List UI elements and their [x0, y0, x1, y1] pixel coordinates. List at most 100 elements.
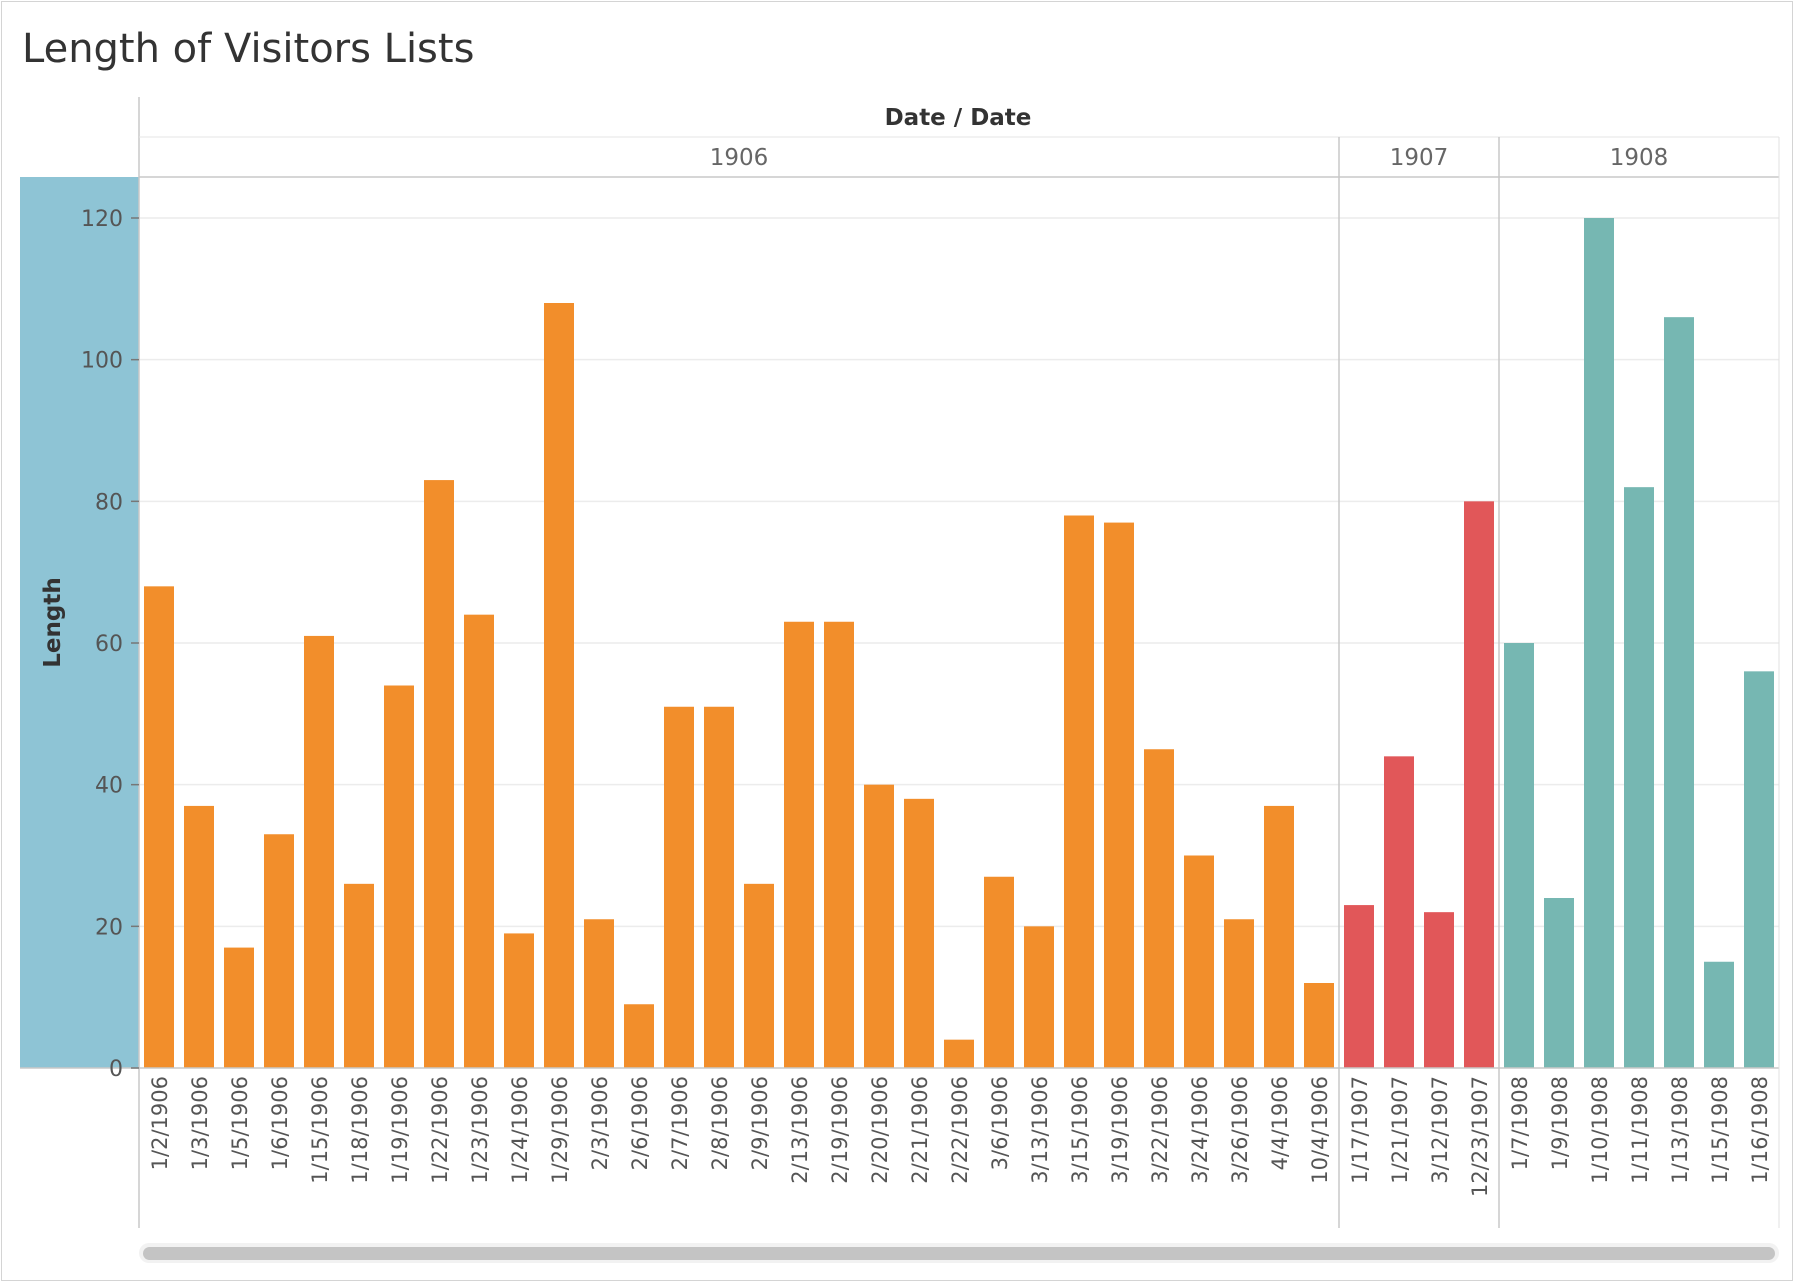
- x-tick-label: 1/19/1906: [388, 1076, 412, 1184]
- x-tick-label: 3/19/1906: [1108, 1076, 1132, 1184]
- bar: [1704, 961, 1734, 1068]
- x-tick-label: 12/23/1907: [1468, 1076, 1492, 1197]
- x-tick-label: 3/26/1906: [1228, 1076, 1252, 1184]
- bar: [944, 1039, 974, 1068]
- bar: [1384, 756, 1414, 1068]
- bar: [1344, 905, 1374, 1068]
- bar: [864, 784, 894, 1068]
- bar: [664, 706, 694, 1068]
- x-tick-label: 2/13/1906: [788, 1076, 812, 1184]
- bar: [464, 614, 494, 1068]
- chart-frame-lines: [20, 97, 1780, 1228]
- x-tick-label: 2/9/1906: [748, 1076, 772, 1170]
- bar: [304, 635, 334, 1068]
- bar: [744, 883, 774, 1068]
- x-tick-label: 1/23/1906: [468, 1076, 492, 1184]
- y-tick-label: 100: [81, 349, 123, 374]
- x-tick-label: 1/21/1907: [1388, 1076, 1412, 1184]
- year-header: 1906: [710, 145, 769, 171]
- x-tick-label: 10/4/1906: [1308, 1076, 1332, 1184]
- x-tick-label: 1/18/1906: [348, 1076, 372, 1184]
- bar: [1304, 983, 1334, 1068]
- bar: [424, 480, 454, 1068]
- x-tick-label: 1/13/1908: [1668, 1076, 1692, 1184]
- bar: [1464, 501, 1494, 1068]
- bar: [184, 805, 214, 1068]
- bar: [344, 883, 374, 1068]
- y-tick-label: 120: [81, 207, 123, 232]
- y-axis-band: Length: [20, 177, 139, 1068]
- bar: [544, 303, 574, 1068]
- x-tick-label: 2/21/1906: [908, 1076, 932, 1184]
- x-tick-label: 3/15/1906: [1068, 1076, 1092, 1184]
- bar: [1744, 671, 1774, 1068]
- x-tick-label: 3/6/1906: [988, 1076, 1012, 1170]
- y-tick-label: 40: [95, 774, 123, 799]
- x-tick-label: 2/20/1906: [868, 1076, 892, 1184]
- bar: [144, 586, 174, 1068]
- x-tick-label: 1/6/1906: [268, 1076, 292, 1170]
- y-axis-title: Length: [40, 577, 66, 667]
- y-tick-label: 60: [95, 632, 123, 657]
- bar: [584, 919, 614, 1068]
- x-tick-label: 4/4/1906: [1268, 1076, 1292, 1170]
- y-ticks: 0 20 40 60 80 100 120: [81, 207, 139, 1082]
- bar: [824, 621, 854, 1068]
- x-tick-label: 1/16/1908: [1748, 1076, 1772, 1184]
- chart-title: Length of Visitors Lists: [22, 26, 475, 72]
- x-tick-label: 1/9/1908: [1548, 1076, 1572, 1170]
- bar: [1224, 919, 1254, 1068]
- bar: [1664, 317, 1694, 1069]
- x-tick-label: 1/11/1908: [1628, 1076, 1652, 1184]
- bar: [504, 933, 534, 1068]
- bar: [1024, 926, 1054, 1068]
- bar: [1104, 522, 1134, 1068]
- y-tick-label: 20: [95, 915, 123, 940]
- y-tick-label: 80: [95, 490, 123, 515]
- column-header: Date / Date: [885, 105, 1032, 131]
- x-tick-label: 1/3/1906: [188, 1076, 212, 1170]
- scrollbar-thumb[interactable]: [143, 1247, 1775, 1260]
- bar: [264, 834, 294, 1068]
- x-tick-label: 2/8/1906: [708, 1076, 732, 1170]
- x-tick-label: 1/2/1906: [148, 1076, 172, 1170]
- x-tick-label: 2/6/1906: [628, 1076, 652, 1170]
- y-tick-label: 0: [109, 1057, 123, 1082]
- bar: [784, 621, 814, 1068]
- x-tick-label: 1/24/1906: [508, 1076, 532, 1184]
- x-tick-label: 2/22/1906: [948, 1076, 972, 1184]
- year-header: 1908: [1610, 145, 1669, 171]
- bar: [1184, 855, 1214, 1068]
- x-tick-label: 3/13/1906: [1028, 1076, 1052, 1184]
- bar: [624, 1004, 654, 1068]
- x-tick-label: 1/5/1906: [228, 1076, 252, 1170]
- x-tick-label: 3/12/1907: [1428, 1076, 1452, 1184]
- x-tick-label: 1/15/1906: [308, 1076, 332, 1184]
- bar: [1064, 515, 1094, 1068]
- bar: [1544, 898, 1574, 1068]
- x-tick-label: 2/7/1906: [668, 1076, 692, 1170]
- bar: [224, 947, 254, 1068]
- x-tick-label: 3/22/1906: [1148, 1076, 1172, 1184]
- bar: [904, 798, 934, 1068]
- y-axis-band-rect: [20, 177, 139, 1068]
- bar: [1624, 487, 1654, 1069]
- x-tick-label: 1/22/1906: [428, 1076, 452, 1184]
- x-tick-label: 1/29/1906: [548, 1076, 572, 1184]
- x-tick-label: 1/10/1908: [1588, 1076, 1612, 1184]
- bar: [984, 876, 1014, 1068]
- x-tick-label: 1/17/1907: [1348, 1076, 1372, 1184]
- bar: [1424, 912, 1454, 1068]
- x-tick-label: 1/15/1908: [1708, 1076, 1732, 1184]
- x-tick-labels: 1/2/1906 1/3/1906 1/5/1906 1/6/1906 1/15/190…: [148, 1076, 1772, 1197]
- year-header: 1907: [1390, 145, 1449, 171]
- bar: [704, 706, 734, 1068]
- x-tick-label: 1/7/1908: [1508, 1076, 1532, 1170]
- year-headers: 1906 1907 1908: [710, 145, 1669, 171]
- bar: [1264, 805, 1294, 1068]
- bar: [1144, 749, 1174, 1068]
- x-tick-label: 2/19/1906: [828, 1076, 852, 1184]
- bars: [144, 218, 1774, 1069]
